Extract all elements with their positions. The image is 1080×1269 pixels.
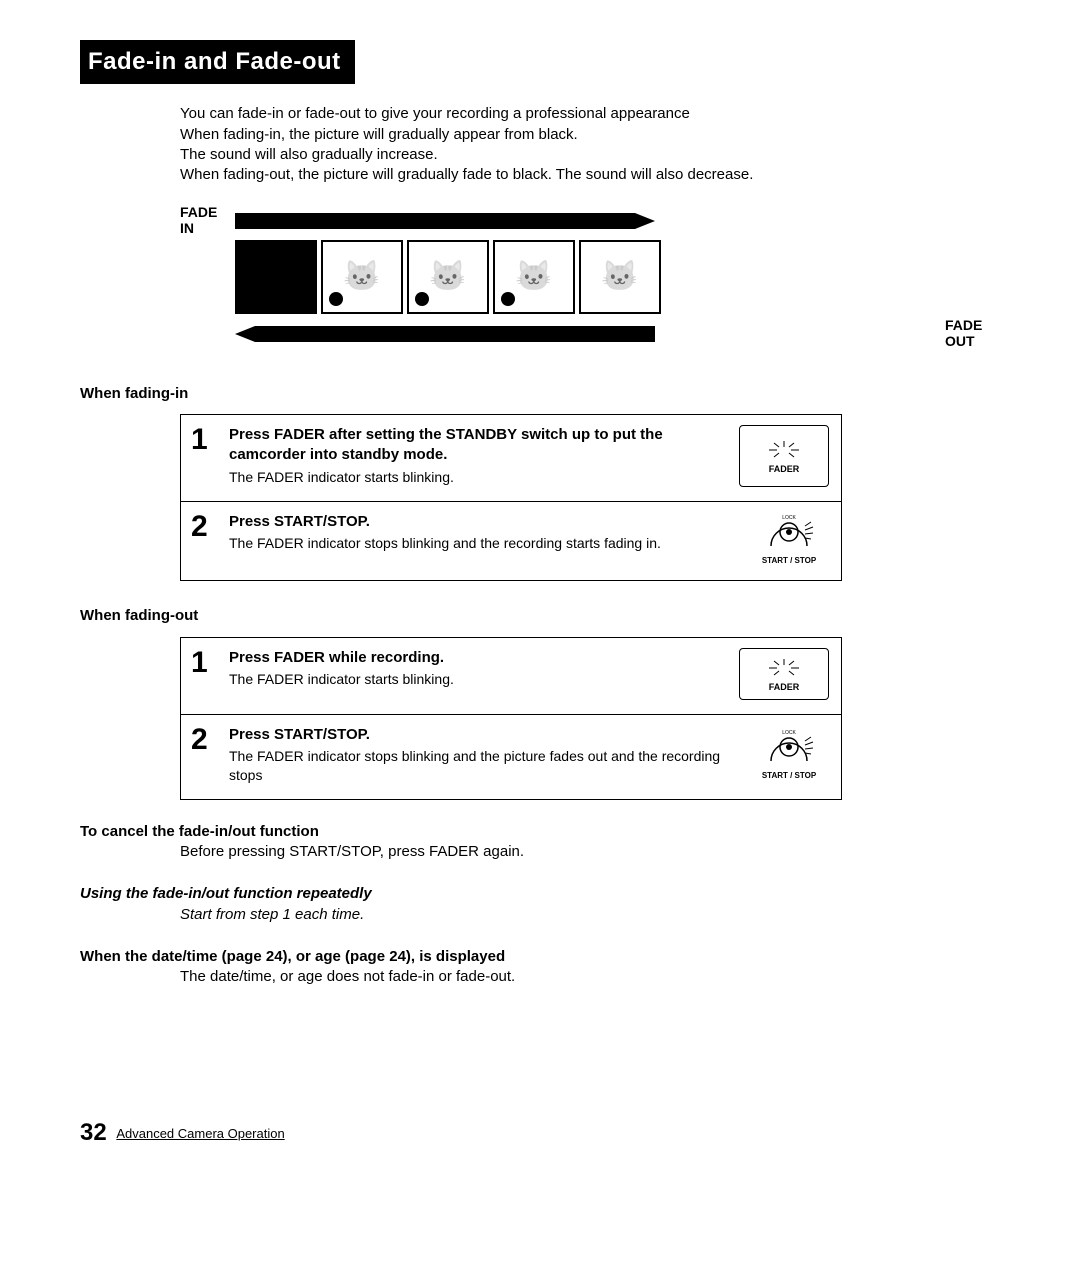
datetime-heading: When the date/time (page 24), or age (pa…: [80, 947, 1000, 967]
intro-line: When fading-in, the picture will gradual…: [180, 125, 1000, 145]
intro-line: When fading-out, the picture will gradua…: [180, 165, 1000, 185]
step-title: Press FADER while recording.: [229, 648, 729, 668]
step-desc: The FADER indicator starts blinking.: [229, 468, 729, 487]
step-number: 2: [191, 512, 219, 567]
film-frames: 🐱 🐱 🐱 🐱: [235, 240, 661, 314]
step-number: 1: [191, 425, 219, 486]
step-number: 2: [191, 725, 219, 785]
step: 2 Press START/STOP. The FADER indicator …: [181, 502, 841, 581]
fade-out-label: FADE OUT: [945, 318, 1000, 349]
cancel-body: Before pressing START/STOP, press FADER …: [180, 842, 1000, 862]
fader-button-icon: FADER: [739, 648, 829, 700]
page-title-banner: Fade-in and Fade-out: [80, 40, 355, 84]
fader-button-icon: FADER: [739, 425, 829, 486]
start-stop-icon: LOCK START / STOP: [749, 512, 829, 567]
datetime-body: The date/time, or age does not fade-in o…: [180, 967, 1000, 987]
intro-line: The sound will also gradually increase.: [180, 145, 1000, 165]
step: 1 Press FADER while recording. The FADER…: [181, 638, 841, 715]
svg-text:LOCK: LOCK: [782, 515, 796, 521]
fade-in-arrow: [235, 211, 1000, 231]
step-title: Press START/STOP.: [229, 512, 739, 532]
page-footer: 32 Advanced Camera Operation: [80, 1117, 1000, 1149]
step-desc: The FADER indicator stops blinking and t…: [229, 534, 739, 553]
step-desc: The FADER indicator starts blinking.: [229, 670, 729, 689]
repeat-body: Start from step 1 each time.: [180, 905, 1000, 925]
step: 1 Press FADER after setting the STANDBY …: [181, 415, 841, 501]
fade-out-arrow: [235, 324, 939, 344]
fading-in-steps: 1 Press FADER after setting the STANDBY …: [180, 414, 842, 581]
fading-out-steps: 1 Press FADER while recording. The FADER…: [180, 637, 842, 800]
step-desc: The FADER indicator stops blinking and t…: [229, 747, 739, 785]
intro-line: You can fade-in or fade-out to give your…: [180, 104, 1000, 124]
step-number: 1: [191, 648, 219, 700]
step-title: Press FADER after setting the STANDBY sw…: [229, 425, 729, 466]
fade-in-label: FADE IN: [180, 205, 235, 236]
fading-out-heading: When fading-out: [80, 606, 1000, 626]
page-number: 32: [80, 1119, 107, 1146]
fading-in-heading: When fading-in: [80, 384, 1000, 404]
cancel-heading: To cancel the fade-in/out function: [80, 822, 1000, 842]
intro-text: You can fade-in or fade-out to give your…: [180, 104, 1000, 185]
repeat-heading: Using the fade-in/out function repeatedl…: [80, 884, 1000, 904]
step-title: Press START/STOP.: [229, 725, 739, 745]
svg-text:LOCK: LOCK: [782, 730, 796, 736]
start-stop-icon: LOCK START / STOP: [749, 725, 829, 785]
fade-diagram: FADE IN 🐱 🐱 🐱 🐱 FADE OUT: [180, 205, 1000, 349]
step: 2 Press START/STOP. The FADER indicator …: [181, 715, 841, 799]
footer-section: Advanced Camera Operation: [116, 1126, 284, 1141]
